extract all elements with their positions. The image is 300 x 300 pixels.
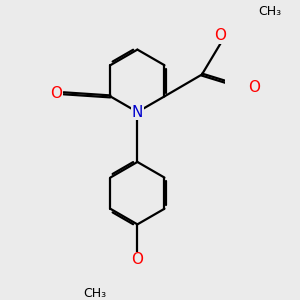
- Text: O: O: [248, 80, 260, 94]
- Text: CH₃: CH₃: [83, 287, 106, 300]
- Text: CH₃: CH₃: [258, 5, 281, 18]
- Text: O: O: [131, 253, 143, 268]
- Text: O: O: [50, 86, 62, 101]
- Text: O: O: [214, 28, 226, 44]
- Text: N: N: [132, 104, 143, 119]
